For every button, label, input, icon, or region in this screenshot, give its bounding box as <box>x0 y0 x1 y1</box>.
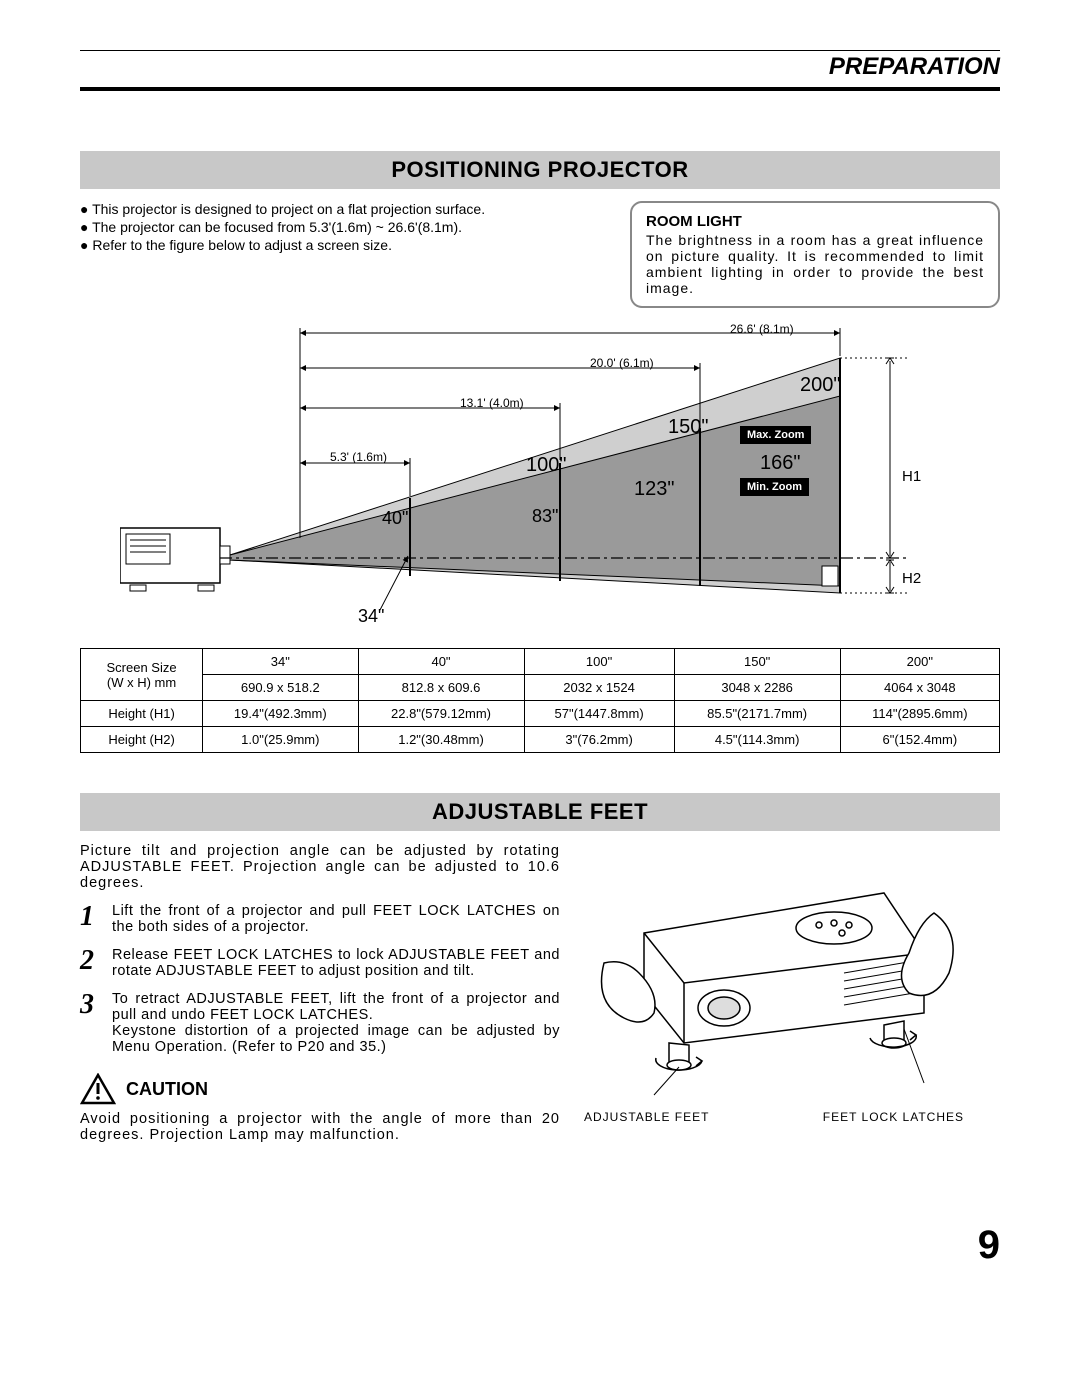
row-header-h2: Height (H2) <box>81 727 203 753</box>
projection-diagram: 26.6' (8.1m) 20.0' (6.1m) 13.1' (4.0m) 5… <box>120 328 960 638</box>
dist-label-4: 26.6' (8.1m) <box>730 322 794 336</box>
h2-label: H2 <box>902 570 921 587</box>
illus-label-right: FEET LOCK LATCHES <box>823 1110 964 1124</box>
step-1: Lift the front of a projector and pull F… <box>112 903 560 935</box>
dim-4: 4064 x 3048 <box>840 675 999 701</box>
max-zoom-label: Max. Zoom <box>740 426 811 444</box>
caution-text: Avoid positioning a projector with the a… <box>80 1111 560 1143</box>
step-2: Release FEET LOCK LATCHES to lock ADJUST… <box>112 947 560 979</box>
caution-label: CAUTION <box>126 1079 208 1100</box>
page-number: 9 <box>80 1223 1000 1268</box>
h2-1: 1.2"(30.48mm) <box>358 727 524 753</box>
min-166: 166" <box>760 452 800 475</box>
bullet-2: The projector can be focused from 5.3'(1… <box>80 219 610 235</box>
page-header: PREPARATION <box>80 50 1000 91</box>
step-num-2: 2 <box>80 947 102 979</box>
step-3: To retract ADJUSTABLE FEET, lift the fro… <box>112 991 560 1055</box>
col-34: 34" <box>203 649 358 675</box>
h2-4: 6"(152.4mm) <box>840 727 999 753</box>
dim-3: 3048 x 2286 <box>674 675 840 701</box>
dist-label-3: 20.0' (6.1m) <box>590 356 654 370</box>
col-40: 40" <box>358 649 524 675</box>
feet-intro: Picture tilt and projection angle can be… <box>80 843 560 891</box>
h1-3: 85.5"(2171.7mm) <box>674 701 840 727</box>
col-200: 200" <box>840 649 999 675</box>
illus-label-left: ADJUSTABLE FEET <box>584 1110 709 1124</box>
min-123: 123" <box>634 478 674 501</box>
dist-label-2: 13.1' (4.0m) <box>460 396 524 410</box>
size-200: 200" <box>800 374 840 397</box>
section-title-positioning: POSITIONING PROJECTOR <box>80 151 1000 189</box>
h2-3: 4.5"(114.3mm) <box>674 727 840 753</box>
step-num-3: 3 <box>80 991 102 1055</box>
bullet-3: Refer to the figure below to adjust a sc… <box>80 237 610 253</box>
min-34: 34" <box>358 606 384 627</box>
size-100: 100" <box>526 454 566 477</box>
positioning-bullets: This projector is designed to project on… <box>80 201 610 253</box>
h2-0: 1.0"(25.9mm) <box>203 727 358 753</box>
h1-0: 19.4"(492.3mm) <box>203 701 358 727</box>
callout-title: ROOM LIGHT <box>646 213 984 230</box>
callout-body: The brightness in a room has a great inf… <box>646 232 984 296</box>
dist-label-1: 5.3' (1.6m) <box>330 450 387 464</box>
feet-illustration: ADJUSTABLE FEET FEET LOCK LATCHES <box>584 843 964 1124</box>
dim-1: 812.8 x 609.6 <box>358 675 524 701</box>
col-100: 100" <box>524 649 674 675</box>
h1-label: H1 <box>902 468 921 485</box>
h1-1: 22.8"(579.12mm) <box>358 701 524 727</box>
screen-size-table: Screen Size (W x H) mm 34" 40" 100" 150"… <box>80 648 1000 753</box>
bullet-1: This projector is designed to project on… <box>80 201 610 217</box>
step-num-1: 1 <box>80 903 102 935</box>
caution-icon <box>80 1073 116 1105</box>
min-zoom-label: Min. Zoom <box>740 478 809 496</box>
size-150: 150" <box>668 416 708 439</box>
section-title-feet: ADJUSTABLE FEET <box>80 793 1000 831</box>
h2-2: 3"(76.2mm) <box>524 727 674 753</box>
col-150: 150" <box>674 649 840 675</box>
room-light-callout: ROOM LIGHT The brightness in a room has … <box>630 201 1000 308</box>
row-header-size: Screen Size (W x H) mm <box>81 649 203 701</box>
size-40: 40" <box>382 508 408 529</box>
min-83: 83" <box>532 506 558 527</box>
h1-2: 57"(1447.8mm) <box>524 701 674 727</box>
h1-4: 114"(2895.6mm) <box>840 701 999 727</box>
row-header-h1: Height (H1) <box>81 701 203 727</box>
dim-0: 690.9 x 518.2 <box>203 675 358 701</box>
dim-2: 2032 x 1524 <box>524 675 674 701</box>
